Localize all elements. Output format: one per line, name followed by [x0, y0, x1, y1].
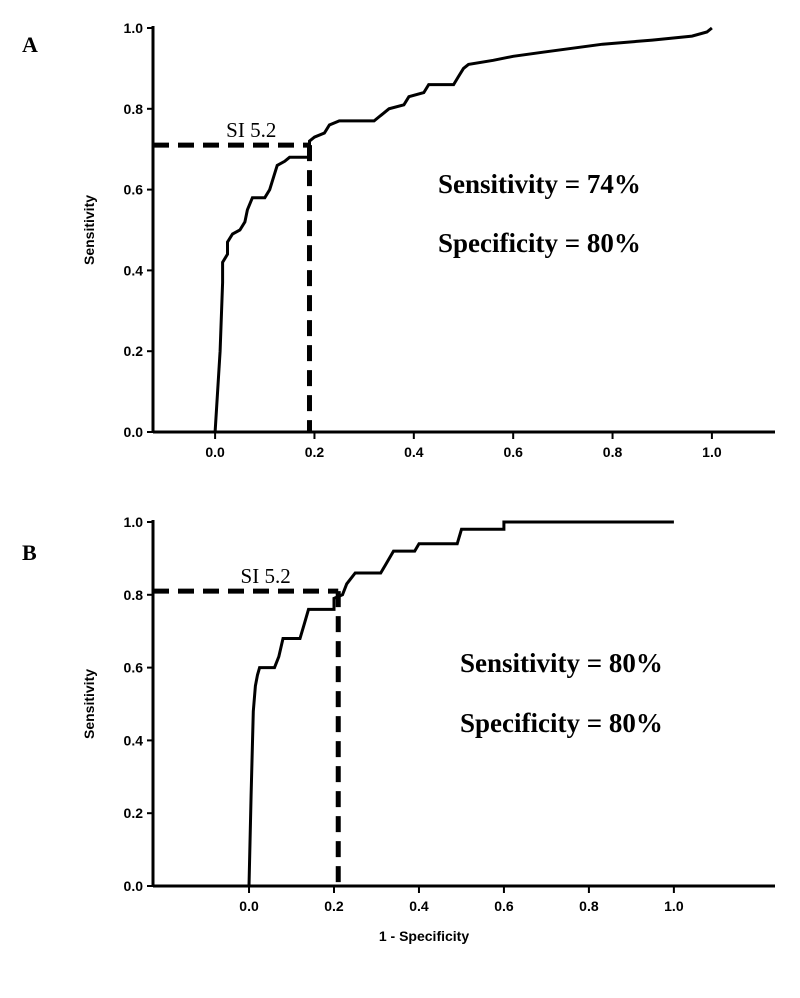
y-tick-label: 0.2 [124, 343, 144, 359]
x-tick-label: 1.0 [664, 898, 684, 914]
cutoff-label: SI 5.2 [241, 564, 291, 588]
cutoff-label: SI 5.2 [226, 118, 276, 142]
y-tick-label: 0.2 [124, 805, 144, 821]
y-tick-label: 0.8 [124, 101, 144, 117]
y-tick-label: 0.0 [124, 878, 144, 894]
panel-label: B [22, 540, 37, 565]
y-tick-label: 0.4 [124, 732, 144, 748]
x-tick-label: 0.8 [603, 444, 623, 460]
specificity-annotation: Specificity = 80% [438, 228, 641, 258]
y-tick-label: 0.6 [124, 182, 144, 198]
x-tick-label: 0.0 [239, 898, 259, 914]
x-axis-label: 1 - Specificity [379, 928, 469, 944]
x-tick-label: 0.6 [494, 898, 514, 914]
specificity-annotation: Specificity = 80% [460, 708, 663, 738]
x-tick-label: 0.4 [409, 898, 429, 914]
x-tick-label: 0.4 [404, 444, 424, 460]
y-tick-label: 0.4 [124, 262, 144, 278]
y-axis-label: Sensitivity [81, 195, 97, 265]
roc-curve [213, 26, 713, 433]
x-tick-label: 0.2 [305, 444, 325, 460]
y-tick-label: 1.0 [124, 20, 144, 36]
x-tick-label: 0.0 [205, 444, 225, 460]
y-axis-label: Sensitivity [81, 669, 97, 739]
y-tick-label: 0.8 [124, 587, 144, 603]
x-tick-label: 1.0 [702, 444, 722, 460]
x-tick-label: 0.8 [579, 898, 599, 914]
panel-label: A [22, 32, 38, 57]
y-tick-label: 0.0 [124, 424, 144, 440]
x-tick-label: 0.2 [324, 898, 344, 914]
y-tick-label: 0.6 [124, 660, 144, 676]
x-tick-label: 0.6 [503, 444, 523, 460]
sensitivity-annotation: Sensitivity = 74% [438, 169, 641, 199]
sensitivity-annotation: Sensitivity = 80% [460, 648, 663, 678]
roc-curve [247, 520, 674, 887]
y-tick-label: 1.0 [124, 514, 144, 530]
